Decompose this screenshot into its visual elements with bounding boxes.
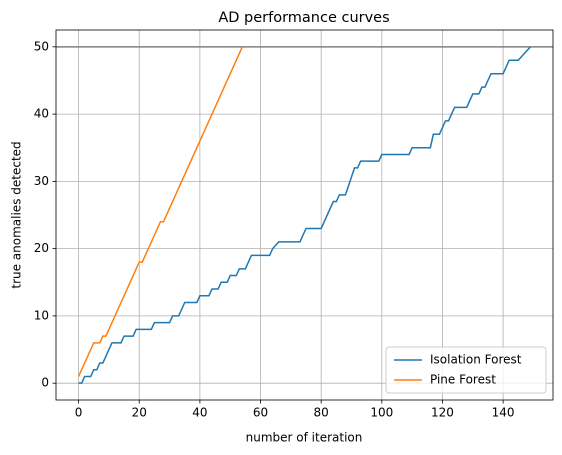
plot-frame bbox=[55, 29, 554, 401]
x-tick-label: 140 bbox=[492, 406, 515, 420]
x-tick-label: 40 bbox=[192, 406, 207, 420]
x-tick-label: 0 bbox=[75, 406, 83, 420]
legend-box bbox=[385, 346, 547, 394]
y-tick-label: 20 bbox=[34, 241, 49, 255]
y-tick-label: 40 bbox=[34, 107, 49, 121]
x-axis-label: number of iteration bbox=[246, 431, 363, 445]
line-series bbox=[77, 46, 244, 377]
y-tick-label: 10 bbox=[34, 308, 49, 322]
line-series bbox=[78, 46, 531, 384]
legend-label: Pine Forest bbox=[430, 373, 496, 387]
x-tick-label: 100 bbox=[370, 406, 393, 420]
y-tick-label: 50 bbox=[34, 39, 49, 53]
y-tick-label: 30 bbox=[34, 174, 49, 188]
y-axis-label: true anomalies detected bbox=[10, 141, 24, 288]
x-tick-label: 60 bbox=[253, 406, 268, 420]
x-tick-label: 20 bbox=[132, 406, 147, 420]
legend-label: Isolation Forest bbox=[430, 353, 522, 367]
x-tick-label: 120 bbox=[431, 406, 454, 420]
y-tick-label: 0 bbox=[41, 376, 49, 390]
x-tick-label: 80 bbox=[314, 406, 329, 420]
chart-title: AD performance curves bbox=[218, 10, 389, 26]
